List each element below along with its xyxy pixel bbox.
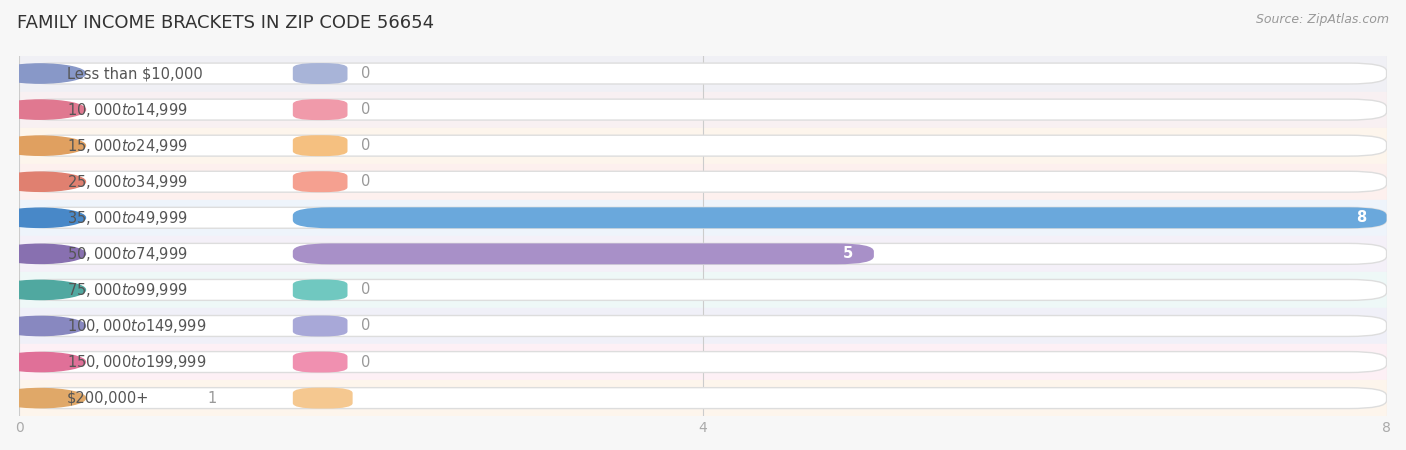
Circle shape (0, 280, 86, 300)
Bar (20, 128, 1386, 164)
FancyBboxPatch shape (292, 351, 347, 373)
Bar (20, 344, 1386, 380)
Circle shape (0, 352, 86, 372)
Circle shape (0, 136, 86, 155)
Text: Less than $10,000: Less than $10,000 (67, 66, 202, 81)
Circle shape (0, 388, 86, 408)
Text: 5: 5 (844, 246, 853, 261)
Circle shape (0, 100, 86, 119)
Circle shape (0, 172, 86, 191)
Text: $75,000 to $99,999: $75,000 to $99,999 (67, 281, 188, 299)
FancyBboxPatch shape (20, 99, 1386, 120)
Circle shape (0, 316, 86, 336)
FancyBboxPatch shape (20, 387, 1386, 409)
Text: $50,000 to $74,999: $50,000 to $74,999 (67, 245, 188, 263)
Text: 8: 8 (1355, 210, 1367, 225)
Text: $25,000 to $34,999: $25,000 to $34,999 (67, 173, 188, 191)
Circle shape (0, 64, 86, 83)
FancyBboxPatch shape (20, 207, 1386, 228)
Text: 0: 0 (361, 138, 371, 153)
Bar (20, 236, 1386, 272)
FancyBboxPatch shape (20, 135, 1386, 156)
FancyBboxPatch shape (292, 387, 353, 409)
Bar (20, 272, 1386, 308)
Text: $15,000 to $24,999: $15,000 to $24,999 (67, 137, 188, 155)
FancyBboxPatch shape (20, 279, 1386, 300)
Text: $35,000 to $49,999: $35,000 to $49,999 (67, 209, 188, 227)
FancyBboxPatch shape (292, 243, 875, 264)
Bar (20, 200, 1386, 236)
Text: FAMILY INCOME BRACKETS IN ZIP CODE 56654: FAMILY INCOME BRACKETS IN ZIP CODE 56654 (17, 14, 434, 32)
FancyBboxPatch shape (292, 63, 347, 84)
Circle shape (0, 244, 86, 263)
FancyBboxPatch shape (20, 171, 1386, 192)
Text: Source: ZipAtlas.com: Source: ZipAtlas.com (1256, 14, 1389, 27)
Text: $200,000+: $200,000+ (67, 391, 149, 405)
Text: 0: 0 (361, 102, 371, 117)
FancyBboxPatch shape (292, 279, 347, 300)
Text: 0: 0 (361, 174, 371, 189)
Text: 0: 0 (361, 283, 371, 297)
FancyBboxPatch shape (20, 63, 1386, 84)
FancyBboxPatch shape (292, 171, 347, 192)
Bar (20, 308, 1386, 344)
FancyBboxPatch shape (292, 315, 347, 337)
FancyBboxPatch shape (20, 351, 1386, 373)
FancyBboxPatch shape (292, 207, 1386, 228)
Bar (20, 91, 1386, 128)
FancyBboxPatch shape (292, 135, 347, 156)
Text: $100,000 to $149,999: $100,000 to $149,999 (67, 317, 207, 335)
Text: 0: 0 (361, 66, 371, 81)
Circle shape (0, 208, 86, 227)
Text: 0: 0 (361, 355, 371, 369)
Text: 1: 1 (207, 391, 217, 405)
FancyBboxPatch shape (20, 315, 1386, 337)
Bar (20, 55, 1386, 91)
FancyBboxPatch shape (20, 243, 1386, 264)
Bar (20, 380, 1386, 416)
Bar (20, 164, 1386, 200)
Text: 0: 0 (361, 319, 371, 333)
FancyBboxPatch shape (292, 99, 347, 120)
Text: $10,000 to $14,999: $10,000 to $14,999 (67, 101, 188, 119)
Text: $150,000 to $199,999: $150,000 to $199,999 (67, 353, 207, 371)
